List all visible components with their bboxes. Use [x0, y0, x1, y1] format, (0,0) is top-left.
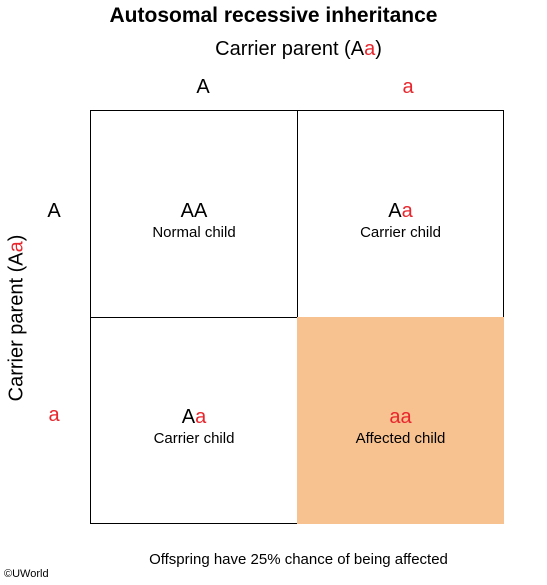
genotype-label: aa — [297, 406, 504, 428]
genotype-recessive-part: aa — [389, 406, 412, 428]
side-parent-recessive-allele: a — [5, 241, 28, 253]
top-allele-dominant: A — [196, 76, 210, 98]
probability-caption: Offspring have 25% chance of being affec… — [149, 551, 448, 568]
cell-carrier-top: Aa Carrier child — [297, 111, 504, 318]
cell-affected: aa Affected child — [297, 317, 504, 524]
top-parent-recessive-allele: a — [364, 38, 376, 60]
genotype-label: Aa — [91, 406, 297, 428]
side-parent-label-end: ) — [5, 234, 28, 242]
cell-normal: AA Normal child — [91, 111, 298, 318]
top-parent-label-end: ) — [375, 38, 382, 60]
top-allele-recessive: a — [402, 76, 414, 98]
phenotype-label: Affected child — [355, 430, 446, 447]
genotype-label: Aa — [297, 200, 504, 222]
side-allele-dominant: A — [47, 200, 61, 222]
top-parent-label-start: Carrier parent (A — [215, 38, 365, 60]
side-parent-label: Carrier parent (Aa) — [6, 235, 29, 402]
genotype-recessive-part: a — [401, 200, 413, 222]
genotype-dominant-part: AA — [180, 200, 208, 222]
phenotype-label: Carrier child — [360, 224, 441, 241]
genotype-dominant-part: A — [181, 406, 196, 428]
phenotype-label: Carrier child — [153, 430, 235, 447]
top-parent-label: Carrier parent (Aa) — [0, 38, 547, 61]
genotype-recessive-part: a — [195, 406, 207, 428]
genotype-label: AA — [91, 200, 297, 222]
phenotype-label: Normal child — [152, 224, 236, 241]
side-allele-recessive: a — [48, 404, 60, 426]
diagram-title: Autosomal recessive inheritance — [109, 4, 438, 27]
copyright-notice: ©UWorld — [4, 568, 49, 580]
side-parent-label-start: Carrier parent (A — [5, 252, 28, 402]
cell-carrier-bottom: Aa Carrier child — [91, 317, 298, 524]
punnett-square: AA Normal child Aa Carrier child Aa Carr… — [90, 110, 504, 524]
genotype-dominant-part: A — [388, 200, 402, 222]
